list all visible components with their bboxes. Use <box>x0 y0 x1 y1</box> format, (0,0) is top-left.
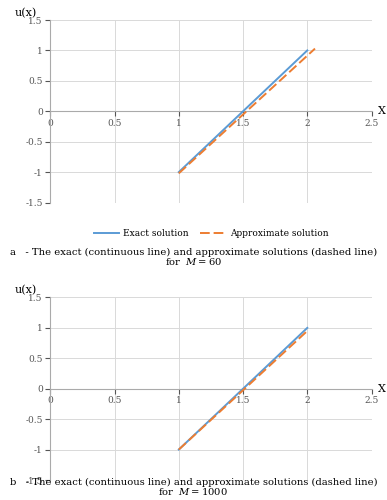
Text: u(x): u(x) <box>15 8 37 18</box>
Text: X: X <box>378 106 386 117</box>
Text: u(x): u(x) <box>15 286 37 296</box>
Text: for  $M = 1000$: for $M = 1000$ <box>159 486 228 497</box>
Legend: Exact solution, Approximate solution: Exact solution, Approximate solution <box>94 229 328 238</box>
Text: for  $M = 60$: for $M = 60$ <box>165 256 222 267</box>
Text: X: X <box>378 384 386 394</box>
Text: a   - The exact (continuous line) and approximate solutions (dashed line): a - The exact (continuous line) and appr… <box>10 248 377 256</box>
Text: b   - The exact (continuous line) and approximate solutions (dashed line): b - The exact (continuous line) and appr… <box>10 478 377 486</box>
